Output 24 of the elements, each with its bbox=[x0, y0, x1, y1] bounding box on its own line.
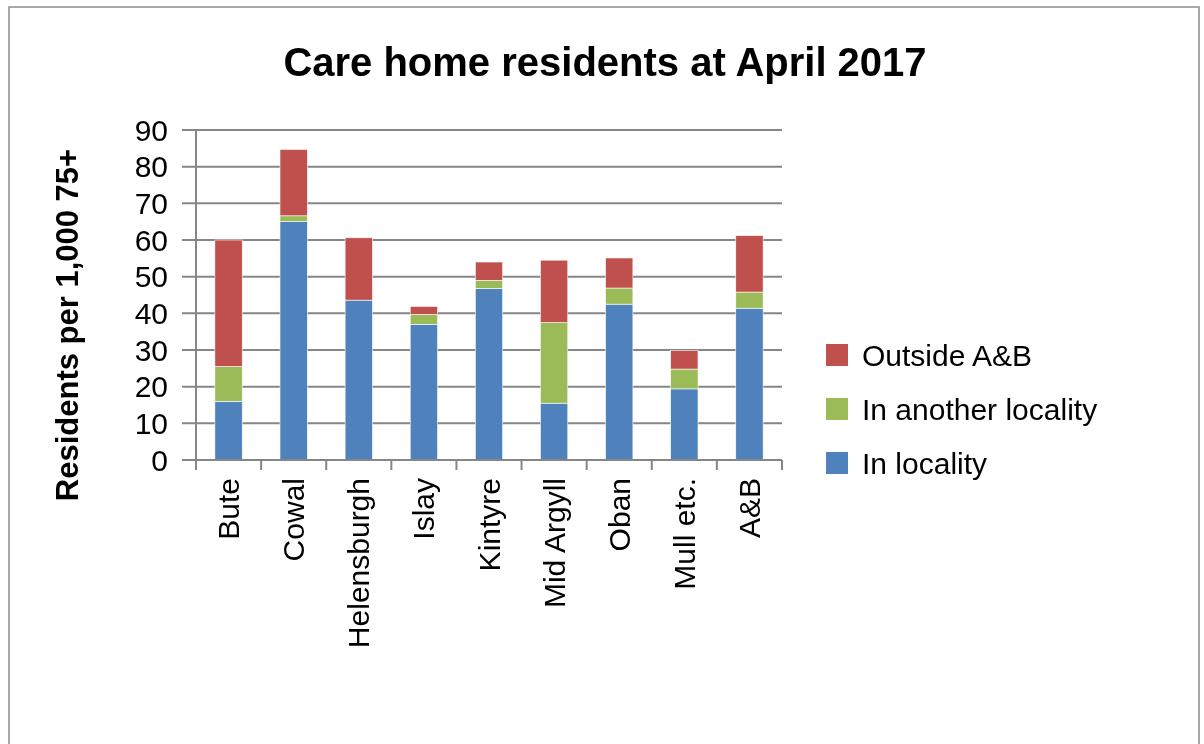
legend-label: In locality bbox=[862, 446, 988, 480]
y-tick-label: 90 bbox=[134, 113, 168, 147]
y-tick-label: 60 bbox=[134, 223, 168, 257]
y-axis-title: Residents per 1,000 75+ bbox=[50, 148, 85, 502]
x-tick-label: Cowal bbox=[277, 478, 311, 562]
y-tick-label: 10 bbox=[134, 406, 168, 440]
x-tick-label: Oban bbox=[602, 478, 636, 552]
y-tick-label: 50 bbox=[134, 260, 168, 294]
legend-label: In another locality bbox=[862, 392, 1098, 426]
y-tick-label: 0 bbox=[151, 443, 168, 477]
y-tick-label: 30 bbox=[134, 333, 168, 367]
y-tick-label: 70 bbox=[134, 186, 168, 220]
x-tick-label: Mid Argyll bbox=[537, 478, 571, 609]
x-tick-label: A&B bbox=[732, 478, 766, 539]
x-tick-label: Helensburgh bbox=[342, 478, 376, 649]
legend-label: Outside A&B bbox=[862, 338, 1033, 372]
x-tick-label: Islay bbox=[407, 478, 441, 540]
y-tick-label: 20 bbox=[134, 370, 168, 404]
chart-title: Care home residents at April 2017 bbox=[283, 40, 927, 84]
x-tick-label: Bute bbox=[212, 478, 246, 540]
y-tick-label: 40 bbox=[134, 296, 168, 330]
y-tick-label: 80 bbox=[134, 150, 168, 184]
x-tick-label: Kintyre bbox=[472, 478, 506, 572]
x-tick-label: Mull etc. bbox=[667, 478, 701, 590]
